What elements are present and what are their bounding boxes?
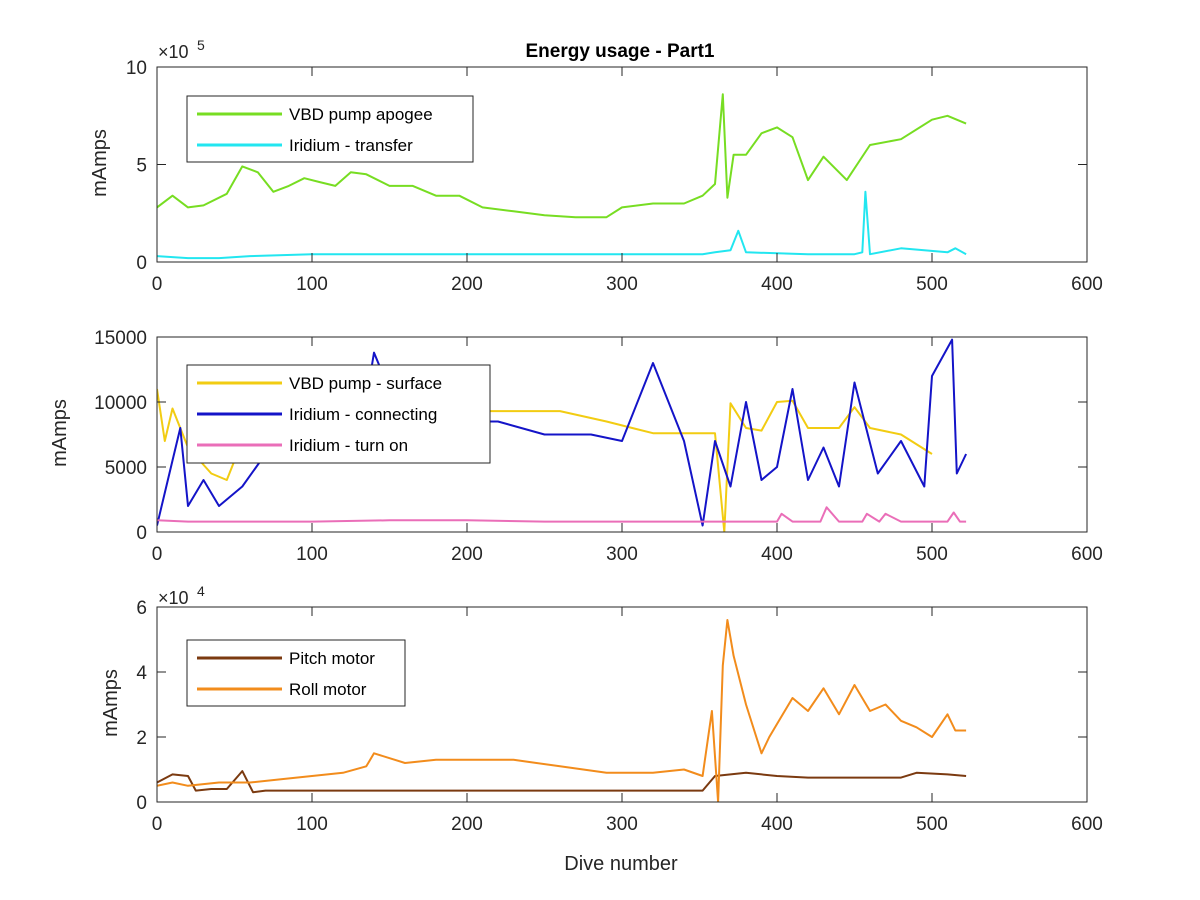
legend-label-pitch-motor: Pitch motor bbox=[289, 649, 375, 668]
y-axis-label: mAmps bbox=[49, 399, 71, 467]
x-tick-label: 100 bbox=[296, 274, 328, 295]
y-exponent-base: ×10 bbox=[158, 588, 189, 608]
series-lines bbox=[157, 338, 968, 532]
x-tick-label: 300 bbox=[606, 274, 638, 295]
y-axis-label: mAmps bbox=[100, 669, 122, 737]
series-line-iridium-transfer bbox=[157, 190, 967, 260]
series-line-iridium-connecting bbox=[157, 338, 968, 527]
y-tick-label: 0 bbox=[136, 793, 147, 814]
y-tick-label: 10000 bbox=[94, 393, 147, 414]
x-tick-label: 0 bbox=[152, 814, 163, 835]
x-tick-label: 600 bbox=[1071, 814, 1103, 835]
subplot-1: Energy usage - Part1 ×10 5 mAmps 0 100 200… bbox=[89, 37, 1103, 295]
legend: VBD pump - surface Iridium - connecting Ir… bbox=[186, 364, 491, 464]
x-tick-label: 200 bbox=[451, 814, 483, 835]
y-tick-label: 10 bbox=[126, 58, 147, 79]
x-tick-label: 0 bbox=[152, 274, 163, 295]
legend-box bbox=[186, 639, 406, 707]
x-tick-label: 100 bbox=[296, 814, 328, 835]
y-exponent-label: ×10 4 bbox=[158, 583, 205, 608]
y-tick-label: 4 bbox=[136, 663, 147, 684]
y-tick-label: 2 bbox=[136, 728, 147, 749]
x-tick-label: 500 bbox=[916, 544, 948, 565]
legend-label-iridium-connecting: Iridium - connecting bbox=[289, 405, 437, 424]
x-tick-label: 300 bbox=[606, 814, 638, 835]
x-tick-label: 200 bbox=[451, 274, 483, 295]
legend-label-roll-motor: Roll motor bbox=[289, 680, 367, 699]
series-line-vbd-pump-surface bbox=[157, 388, 933, 532]
series-line-pitch-motor bbox=[157, 770, 967, 794]
legend: Pitch motor Roll motor bbox=[186, 639, 406, 707]
legend-label-iridium-turn-on: Iridium - turn on bbox=[289, 436, 408, 455]
x-tick-label: 600 bbox=[1071, 274, 1103, 295]
y-tick-label: 0 bbox=[136, 253, 147, 274]
x-axis-label: Dive number bbox=[564, 853, 678, 875]
series-line-iridium-turn-on bbox=[157, 506, 967, 523]
x-tick-label: 400 bbox=[761, 544, 793, 565]
subplot-2: mAmps 0 100 200 300 400 500 600 0 5000 10000 15000… bbox=[49, 328, 1103, 565]
y-exponent-label: ×10 5 bbox=[158, 37, 205, 62]
legend-box bbox=[186, 95, 474, 163]
y-tick-label: 5000 bbox=[105, 458, 147, 479]
y-tick-label: 15000 bbox=[94, 328, 147, 349]
series-line-vbd-pump-apogee bbox=[157, 93, 967, 219]
y-exponent-power: 5 bbox=[197, 37, 205, 53]
x-tick-label: 600 bbox=[1071, 544, 1103, 565]
legend-label-iridium-transfer: Iridium - transfer bbox=[289, 136, 413, 155]
y-exponent-base: ×10 bbox=[158, 42, 189, 62]
y-tick-label: 6 bbox=[136, 598, 147, 619]
legend-label-vbd-pump-apogee: VBD pump apogee bbox=[289, 105, 433, 124]
y-tick-label: 5 bbox=[136, 156, 147, 177]
y-tick-label: 0 bbox=[136, 523, 147, 544]
x-tick-label: 400 bbox=[761, 814, 793, 835]
x-tick-label: 500 bbox=[916, 274, 948, 295]
x-tick-label: 300 bbox=[606, 544, 638, 565]
subplot-3: ×10 4 mAmps Dive number 0 100 200 300 400 500… bbox=[100, 583, 1103, 875]
series-line-roll-motor bbox=[157, 619, 967, 802]
chart-title: Energy usage - Part1 bbox=[525, 41, 714, 62]
x-tick-label: 0 bbox=[152, 544, 163, 565]
x-tick-label: 200 bbox=[451, 544, 483, 565]
x-tick-label: 400 bbox=[761, 274, 793, 295]
x-tick-label: 500 bbox=[916, 814, 948, 835]
x-tick-label: 100 bbox=[296, 544, 328, 565]
series-lines bbox=[157, 93, 967, 260]
legend-label-vbd-pump-surface: VBD pump - surface bbox=[289, 374, 442, 393]
y-axis-label: mAmps bbox=[89, 129, 111, 197]
legend: VBD pump apogee Iridium - transfer bbox=[186, 95, 474, 163]
y-exponent-power: 4 bbox=[197, 583, 205, 599]
series-lines bbox=[157, 619, 967, 802]
